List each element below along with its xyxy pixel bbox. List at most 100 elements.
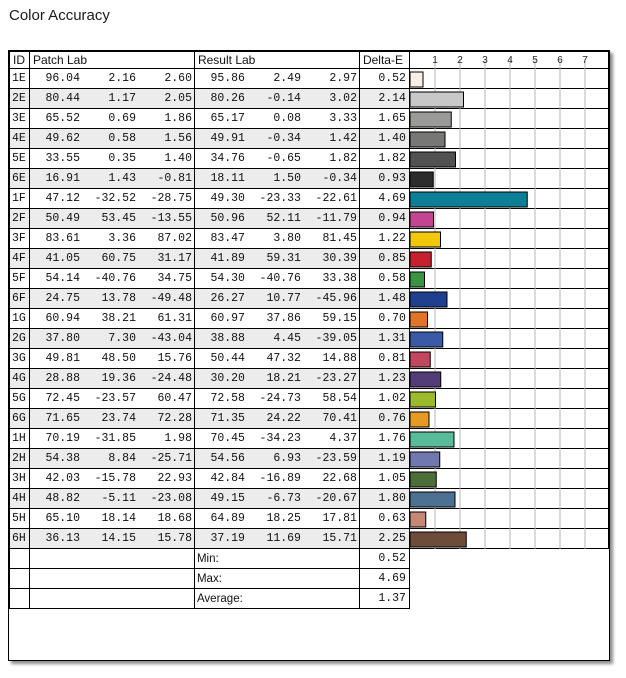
- bar-6E: [409, 171, 434, 188]
- summary-label: Average:: [193, 588, 360, 609]
- result-lab-b-value: 17.81: [322, 512, 357, 525]
- table-row: 6F 24.75 13.78 -49.48 26.27 10.77 -45.96 1.48: [9, 288, 610, 309]
- patch-lab-b-value: 31.17: [157, 252, 192, 265]
- header-patch-lab: Patch Lab: [28, 51, 195, 69]
- result-lab-a-value: -0.34: [266, 132, 301, 145]
- delta-e-cell: 1.31: [358, 328, 410, 349]
- result-lab-b-value: -39.05: [315, 332, 357, 345]
- patch-lab-l-value: 42.03: [45, 472, 80, 485]
- patch-lab-a-value: 0.69: [108, 112, 136, 125]
- result-lab-cell: 26.27 10.77 -45.96: [193, 288, 360, 309]
- table-row: 5H 65.10 18.14 18.68 64.89 18.25 17.81 0.63: [9, 508, 610, 529]
- patch-lab-a-value: -32.52: [94, 192, 136, 205]
- patch-lab-b-value: -23.08: [150, 492, 192, 505]
- table-row: 3G 49.81 48.50 15.76 50.44 47.32 14.88 0.81: [9, 348, 610, 369]
- result-lab-a-value: 3.80: [273, 232, 301, 245]
- patch-lab-cell: 28.88 19.36 -24.48: [28, 368, 195, 389]
- patch-lab-cell: 16.91 1.43 -0.81: [28, 168, 195, 189]
- result-lab-a-value: 2.49: [273, 72, 301, 85]
- bar-5E: [409, 151, 456, 168]
- patch-lab-l-value: 49.62: [45, 132, 80, 145]
- bar-cell: [408, 148, 610, 169]
- result-lab-cell: 54.30 -40.76 33.38: [193, 268, 360, 289]
- delta-e-cell: 1.22: [358, 228, 410, 249]
- delta-e-cell: 1.23: [358, 368, 410, 389]
- table-row: 2H 54.38 8.84 -25.71 54.56 6.93 -23.59 1.19: [9, 448, 610, 469]
- header-chart-axis: [408, 51, 610, 69]
- patch-lab-l-value: 47.12: [45, 192, 80, 205]
- result-lab-cell: 50.44 47.32 14.88: [193, 348, 360, 369]
- x-tick-label: 6: [557, 55, 563, 66]
- result-lab-l-value: 50.96: [210, 212, 245, 225]
- patch-id-cell: 5G: [9, 388, 30, 409]
- patch-lab-cell: 65.10 18.14 18.68: [28, 508, 195, 529]
- summary-empty-cell: [28, 548, 195, 569]
- result-lab-l-value: 34.76: [210, 152, 245, 165]
- patch-id-cell: 6H: [9, 528, 30, 549]
- patch-id-cell: 2F: [9, 208, 30, 229]
- delta-e-cell: 1.05: [358, 468, 410, 489]
- result-lab-a-value: 47.32: [266, 352, 301, 365]
- result-lab-b-value: -0.34: [322, 172, 357, 185]
- patch-lab-cell: 48.82 -5.11 -23.08: [28, 488, 195, 509]
- result-lab-b-value: 1.42: [329, 132, 357, 145]
- summary-chart-blank: [408, 588, 609, 609]
- patch-lab-a-value: -23.57: [94, 392, 136, 405]
- patch-lab-l-value: 54.38: [45, 452, 80, 465]
- result-lab-l-value: 95.86: [210, 72, 245, 85]
- patch-id-cell: 1G: [9, 308, 30, 329]
- patch-lab-l-value: 48.82: [45, 492, 80, 505]
- patch-lab-b-value: 60.47: [157, 392, 192, 405]
- result-lab-l-value: 26.27: [210, 292, 245, 305]
- bar-3H: [409, 471, 437, 488]
- summary-value: 1.37: [358, 588, 410, 609]
- result-lab-cell: 37.19 11.69 15.71: [193, 528, 360, 549]
- result-lab-cell: 72.58 -24.73 58.54: [193, 388, 360, 409]
- bar-cell: [408, 108, 610, 129]
- patch-id-cell: 4G: [9, 368, 30, 389]
- bar-cell: [408, 468, 610, 489]
- patch-id-cell: 4E: [9, 128, 30, 149]
- delta-e-cell: 2.25: [358, 528, 410, 549]
- result-lab-b-value: -23.59: [315, 452, 357, 465]
- patch-lab-a-value: -31.85: [94, 432, 136, 445]
- patch-lab-l-value: 80.44: [45, 92, 80, 105]
- patch-lab-l-value: 50.49: [45, 212, 80, 225]
- result-lab-a-value: 18.25: [266, 512, 301, 525]
- patch-lab-a-value: -5.11: [101, 492, 136, 505]
- result-lab-b-value: -11.79: [315, 212, 357, 225]
- patch-lab-b-value: 72.28: [157, 412, 192, 425]
- bar-cell: [408, 348, 610, 369]
- patch-lab-l-value: 54.14: [45, 272, 80, 285]
- patch-lab-b-value: -0.81: [157, 172, 192, 185]
- table-row: 4H 48.82 -5.11 -23.08 49.15 -6.73 -20.67 1.80: [9, 488, 610, 509]
- table-row: 5G 72.45 -23.57 60.47 72.58 -24.73 58.54 1.02: [9, 388, 610, 409]
- result-lab-l-value: 71.35: [210, 412, 245, 425]
- table-header-row: ID Patch Lab Result Lab Delta-E: [9, 51, 610, 69]
- result-lab-b-value: 3.33: [329, 112, 357, 125]
- bar-cell: [408, 208, 610, 229]
- patch-id-cell: 2G: [9, 328, 30, 349]
- result-lab-cell: 38.88 4.45 -39.05: [193, 328, 360, 349]
- patch-lab-a-value: 53.45: [101, 212, 136, 225]
- result-lab-b-value: 22.68: [322, 472, 357, 485]
- x-tick-label: 1: [432, 55, 438, 66]
- delta-e-cell: 0.58: [358, 268, 410, 289]
- delta-e-bar-chart: 1 2 3 4 5 6 7: [409, 55, 588, 549]
- patch-id-cell: 3G: [9, 348, 30, 369]
- table-row: 1G 60.94 38.21 61.31 60.97 37.86 59.15 0.70: [9, 308, 610, 329]
- result-lab-l-value: 38.88: [210, 332, 245, 345]
- delta-e-cell: 0.76: [358, 408, 410, 429]
- delta-e-cell: 0.85: [358, 248, 410, 269]
- delta-e-cell: 0.81: [358, 348, 410, 369]
- patch-id-cell: 4F: [9, 248, 30, 269]
- bar-cell: [408, 508, 610, 529]
- result-lab-l-value: 41.89: [210, 252, 245, 265]
- summary-row: Min: 0.52: [9, 548, 609, 569]
- result-lab-l-value: 54.30: [210, 272, 245, 285]
- bar-cell: [408, 328, 610, 349]
- patch-lab-b-value: 1.40: [164, 152, 192, 165]
- patch-lab-b-value: 15.76: [157, 352, 192, 365]
- bar-6F: [409, 291, 448, 308]
- bar-cell: [408, 308, 610, 329]
